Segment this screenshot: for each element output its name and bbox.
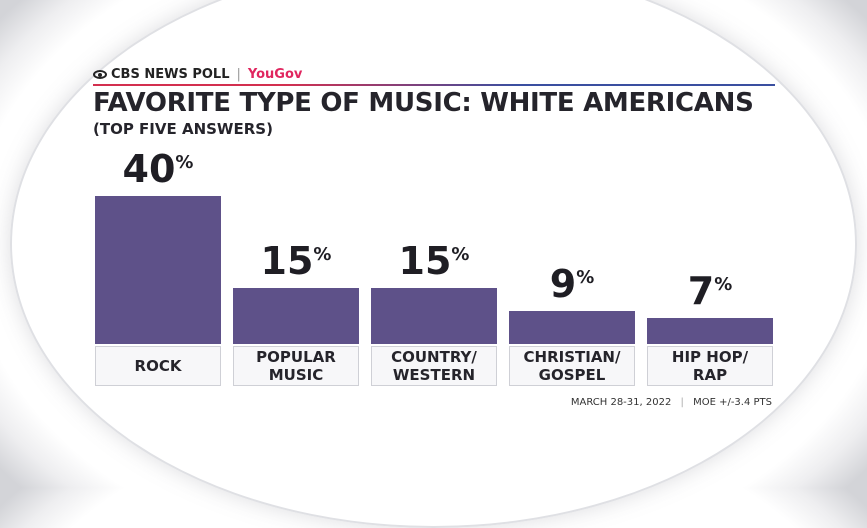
brand-name: CBS NEWS POLL [111,66,230,82]
bar-country-western [371,288,497,344]
category-label-popular-music: POPULAR MUSIC [233,346,359,386]
poll-card: CBS NEWS POLL | YouGov FAVORITE TYPE OF … [93,66,775,408]
margin-of-error: MOE +/-3.4 PTS [693,397,772,408]
value-label-hip-hop-rap: 7% [687,269,733,313]
chart-subtitle: (TOP FIVE ANSWERS) [93,120,273,138]
brand-separator: | [236,66,241,82]
chart-title: FAVORITE TYPE OF MUSIC: WHITE AMERICANS [93,88,754,118]
cbs-eye-icon [93,69,107,79]
poll-dates: MARCH 28-31, 2022 [570,397,672,408]
bar-christian-gospel [509,311,635,344]
bar-popular-music [233,288,359,344]
footnote: MARCH 28-31, 2022 | MOE +/-3.4 PTS [571,397,772,408]
category-label-hip-hop-rap: HIP HOP/ RAP [647,346,773,386]
brand-line: CBS NEWS POLL | YouGov [93,66,302,82]
value-label-popular-music: 15% [260,239,332,283]
header-rule [93,84,775,86]
category-label-christian-gospel: CHRISTIAN/ GOSPEL [509,346,635,386]
value-label-rock: 40% [122,147,194,191]
footnote-separator: | [680,397,684,408]
bar-chart: 40% ROCK 15% POPULAR MUSIC 15% COUNTRY/ WESTE… [95,147,773,386]
value-label-christian-gospel: 9% [549,262,595,306]
category-label-rock: ROCK [95,346,221,386]
bar-hip-hop-rap [647,318,773,344]
partner-name: YouGov [247,66,303,82]
bar-rock [95,196,221,344]
value-label-country-western: 15% [398,239,470,283]
category-label-country-western: COUNTRY/ WESTERN [371,346,497,386]
